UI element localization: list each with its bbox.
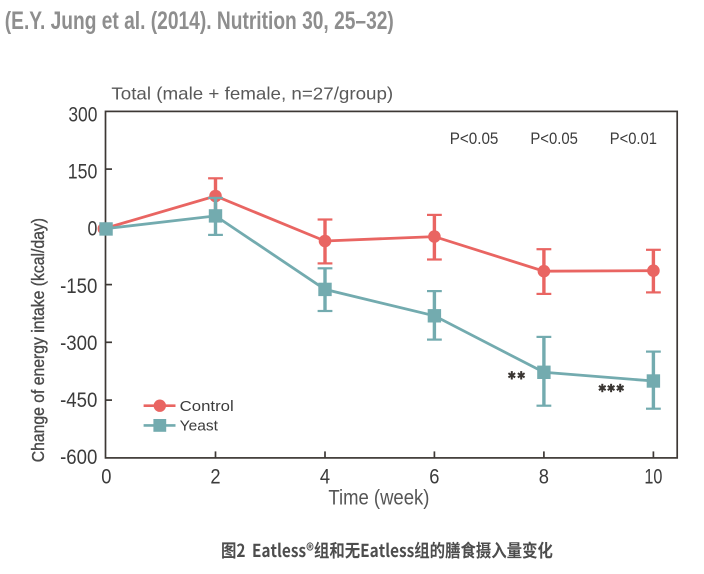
svg-text:150: 150 — [68, 161, 98, 184]
svg-text:P<0.05: P<0.05 — [450, 129, 499, 148]
svg-text:8: 8 — [539, 465, 549, 488]
svg-text:4: 4 — [320, 465, 330, 488]
svg-text:10: 10 — [644, 465, 662, 488]
svg-text:P<0.05: P<0.05 — [530, 129, 578, 148]
svg-text:-450: -450 — [60, 389, 97, 412]
svg-text:Total (male + female, n=27/gro: Total (male + female, n=27/group) — [111, 83, 393, 103]
svg-text:-150: -150 — [60, 275, 97, 298]
svg-text:300: 300 — [68, 103, 97, 126]
svg-text:6: 6 — [429, 465, 439, 488]
svg-text:Yeast: Yeast — [180, 418, 218, 434]
svg-text:Control: Control — [180, 399, 234, 415]
svg-text:P<0.01: P<0.01 — [610, 129, 657, 148]
svg-text:0: 0 — [88, 218, 98, 241]
svg-text:-300: -300 — [60, 332, 97, 355]
svg-text:0: 0 — [101, 465, 111, 488]
svg-text:(E.Y. Jung et al. (2014). Nutr: (E.Y. Jung et al. (2014). Nutrition 30, … — [5, 8, 394, 35]
svg-text:-600: -600 — [60, 446, 97, 469]
svg-text:Change of energy intake (kcal/: Change of energy intake (kcal/day) — [28, 218, 48, 462]
svg-text:Time (week): Time (week) — [328, 487, 429, 510]
svg-text:2: 2 — [210, 465, 220, 488]
